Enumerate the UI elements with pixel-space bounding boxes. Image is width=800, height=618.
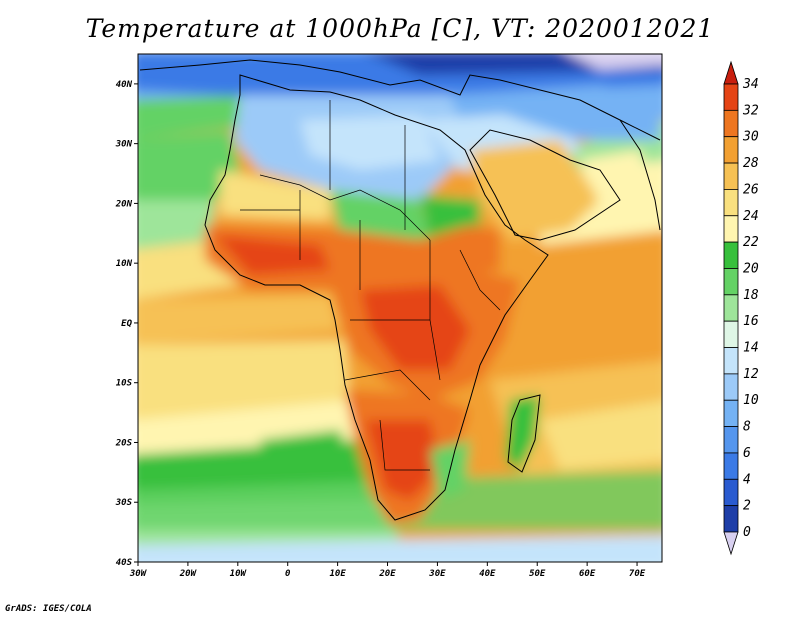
colorbar-label: 20 [743, 261, 759, 276]
colorbar-box [723, 373, 739, 401]
lon-tick-label: 30W [129, 569, 148, 579]
lat-tick-label: 30N [115, 140, 133, 150]
colorbar-box [723, 399, 739, 427]
lat-tick-label: EQ [121, 319, 132, 329]
colorbar-label: 0 [743, 525, 751, 540]
colorbar-label: 8 [743, 420, 751, 435]
arabia-coastline [469, 129, 621, 241]
lon-tick-label: 10E [329, 569, 346, 579]
lat-tick-label: 20S [115, 438, 133, 448]
lon-tick-label: 70E [629, 569, 646, 579]
colorbar-below-triangle [723, 531, 739, 556]
colorbar-box [723, 268, 739, 296]
colorbar-box [723, 189, 739, 217]
colorbar-box [723, 294, 739, 322]
lon-tick-label: 20E [378, 569, 396, 579]
colorbar-above-triangle [723, 60, 739, 85]
lon-tick-label: 60E [579, 569, 596, 579]
colorbar-label: 22 [743, 235, 759, 250]
madagascar-coastline [507, 394, 541, 473]
africa-coastline [204, 74, 549, 521]
colorbar-label: 12 [743, 367, 759, 382]
colorbar-label: 14 [743, 341, 759, 356]
lon-tick-label: 20W [179, 569, 198, 579]
colorbar-label: 4 [743, 472, 751, 487]
lat-tick-label: 40S [116, 558, 133, 568]
colorbar-box [723, 452, 739, 480]
colorbar-box [723, 478, 739, 507]
colorbar-label: 24 [743, 209, 759, 224]
colorbar-box [723, 109, 739, 138]
colorbar-label: 16 [743, 314, 759, 329]
india-coastline [619, 119, 661, 231]
colorbar-label: 18 [743, 288, 759, 303]
temperature-field [138, 54, 662, 562]
colorbar-box [723, 241, 739, 269]
colorbar-box [723, 347, 739, 375]
lat-tick-label: 40N [116, 80, 133, 90]
europe-coastline [139, 59, 661, 141]
colorbar-label: 10 [743, 393, 759, 408]
colorbar-box [723, 215, 739, 243]
latitude-axis: 40N 30N 20N 10N EQ 10S 20S 30S 40S [115, 80, 138, 568]
lat-tick-label: 10N [116, 259, 133, 269]
colorbar-label: 32 [742, 103, 759, 118]
colorbar-label: 28 [743, 156, 759, 171]
colorbar-box [723, 136, 739, 164]
colorbar-box [723, 162, 739, 190]
lon-tick-label: 50E [529, 569, 546, 579]
lon-tick-label: 30E [428, 569, 446, 579]
colorbar-box [723, 83, 739, 111]
colorbar-box [723, 505, 739, 533]
colorbar-box [723, 320, 739, 348]
plot-frame [137, 53, 663, 563]
colorbar-label: 2 [743, 499, 751, 514]
grads-credit: GrADS: IGES/COLA [5, 604, 92, 614]
colorbar-label: 26 [743, 182, 759, 197]
lon-tick-label: 0 [285, 569, 291, 579]
coastlines [139, 59, 661, 521]
longitude-axis: 30W 20W 10W 0 10E 20E 30E 40E 50E 60E 70E [129, 562, 646, 579]
map-title: Temperature at 1000hPa [C], VT: 20200120… [85, 14, 715, 43]
country-borders [240, 100, 501, 471]
lon-tick-label: 10W [230, 569, 248, 579]
colorbar-label: 6 [743, 446, 751, 461]
lat-tick-label: 30S [115, 498, 133, 508]
colorbar-box [723, 426, 739, 454]
lat-tick-label: 10S [116, 379, 133, 389]
colorbar-label: 30 [742, 130, 759, 145]
lon-tick-label: 40E [479, 569, 496, 579]
lat-tick-label: 20N [115, 199, 133, 209]
colorbar-label: 34 [742, 77, 759, 92]
